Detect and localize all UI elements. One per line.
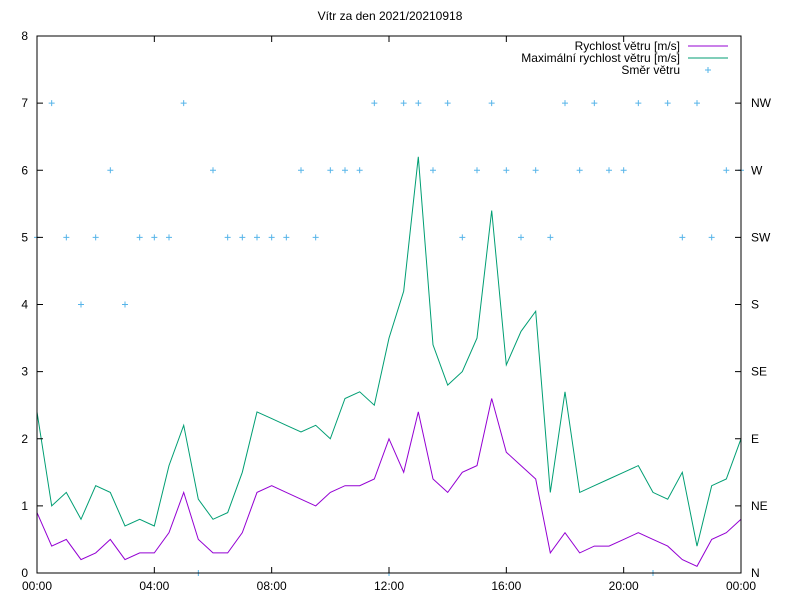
y2-tick-label: NE (751, 499, 768, 513)
direction-point (107, 167, 114, 174)
direction-point (254, 234, 260, 241)
series-speed-line (36, 398, 742, 567)
legend-label-speed: Rychlost větru [m/s] (575, 39, 680, 53)
y-tick-label: 5 (21, 230, 28, 244)
direction-point (562, 100, 568, 107)
direction-point (268, 234, 275, 241)
direction-point (239, 234, 246, 241)
direction-point (518, 234, 524, 241)
y2-tick-label: S (751, 298, 759, 312)
direction-point (474, 167, 480, 174)
direction-point (591, 100, 598, 107)
direction-point (708, 234, 715, 241)
legend-label-direction: Směr větru (621, 63, 680, 77)
direction-point (415, 100, 422, 107)
y2-tick-label: SW (751, 230, 771, 244)
y2-tick-label: SE (751, 365, 767, 379)
y2-tick-label: W (751, 163, 763, 177)
legend-label-max-speed: Maximální rychlost větru [m/s] (521, 51, 680, 65)
direction-point (122, 301, 128, 308)
direction-point (78, 301, 84, 308)
x-tick-label: 04:00 (139, 579, 169, 593)
direction-point (210, 167, 216, 174)
legend-swatch-direction (705, 67, 711, 73)
y-tick-label: 2 (21, 432, 28, 446)
x-tick-label: 08:00 (257, 579, 287, 593)
direction-point (606, 167, 612, 174)
direction-point (224, 234, 231, 241)
x-tick-label: 12:00 (374, 579, 404, 593)
direction-point (664, 100, 671, 107)
y2-tick-label: NW (751, 96, 772, 110)
x-tick-label: 20:00 (609, 579, 639, 593)
direction-point (283, 234, 290, 241)
series-max-speed-line (36, 156, 742, 547)
y2-tick-label: N (751, 566, 760, 580)
x-tick-label: 00:00 (22, 579, 52, 593)
y-tick-label: 8 (21, 29, 28, 43)
direction-point (723, 167, 730, 174)
direction-point (48, 100, 55, 107)
series-layer (34, 100, 744, 576)
y-tick-label: 7 (21, 96, 28, 110)
direction-point (166, 234, 172, 241)
direction-point (620, 167, 627, 174)
y-tick-label: 4 (21, 298, 28, 312)
direction-point (576, 167, 583, 174)
direction-point (459, 234, 466, 241)
direction-point (444, 100, 451, 107)
direction-point (532, 167, 539, 174)
x-tick-label: 16:00 (491, 579, 521, 593)
direction-point (400, 100, 407, 107)
y-tick-label: 0 (21, 566, 28, 580)
y-tick-label: 3 (21, 365, 28, 379)
direction-point (635, 100, 642, 107)
direction-point (327, 167, 334, 174)
legend: Rychlost větru [m/s] Maximální rychlost … (521, 39, 728, 77)
direction-point (342, 167, 348, 174)
direction-point (694, 100, 700, 107)
axes-layer: 0 1 2 3 4 5 6 7 8 N NE E SE S SW W NW 00:00 04:00 08:00 12:0… (21, 29, 771, 593)
direction-point (503, 167, 510, 174)
direction-point (63, 234, 70, 241)
direction-point (430, 167, 436, 174)
y2-tick-label: E (751, 432, 759, 446)
y-tick-label: 1 (21, 499, 28, 513)
direction-point (679, 234, 686, 241)
y-tick-label: 6 (21, 163, 28, 177)
direction-point (92, 234, 99, 241)
direction-point (371, 100, 378, 107)
chart-title: Vítr za den 2021/20210918 (318, 9, 463, 23)
direction-point (356, 167, 363, 174)
direction-point (298, 167, 304, 174)
direction-point (312, 234, 319, 241)
direction-point (547, 234, 554, 241)
direction-point (180, 100, 187, 107)
direction-point (136, 234, 143, 241)
direction-point (151, 234, 158, 241)
direction-point (488, 100, 495, 107)
x-tick-label: 00:00 (726, 579, 756, 593)
